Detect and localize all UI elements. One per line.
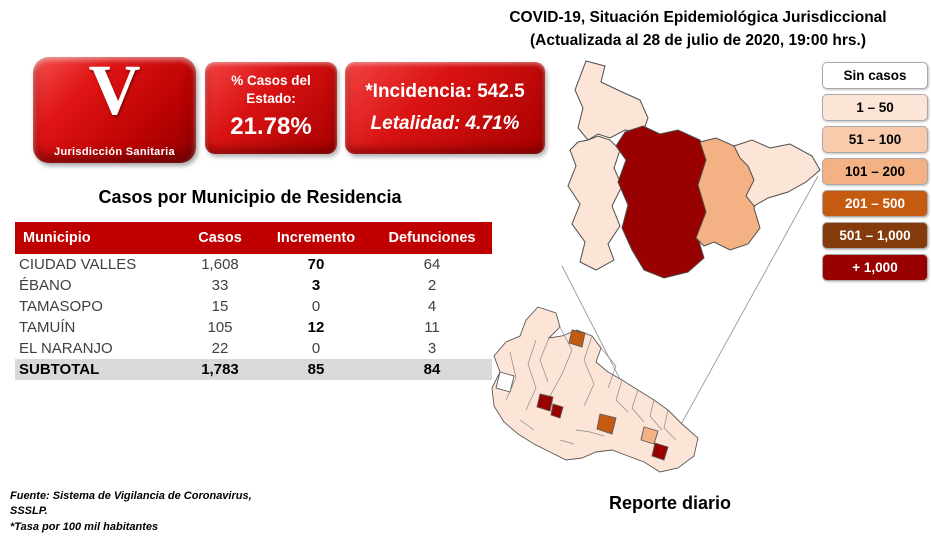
legend-item-101-200: 101 – 200 [822, 158, 928, 185]
header-defunciones: Defunciones [372, 222, 492, 254]
cell-incremento: 70 [307, 256, 325, 273]
cell-casos: 22 [211, 340, 229, 357]
casos-estado-label: % Casos del Estado: [231, 73, 311, 107]
cell-defunciones: 3 [427, 340, 437, 357]
cell-municipio: TAMUÍN [19, 319, 76, 336]
table-row: ÉBANO 33 3 2 [15, 275, 492, 296]
state-region-orange-east [596, 413, 617, 435]
cell-defunciones: 2 [427, 277, 437, 294]
state-municipality-borders [505, 326, 677, 445]
cell-incremento: 3 [311, 277, 321, 294]
table-title: Casos por Municipio de Residencia [98, 187, 402, 207]
casos-estado-box: % Casos del Estado: 21.78% [205, 62, 337, 154]
cell-municipio: CIUDAD VALLES [19, 256, 137, 273]
legend-item-plus-1000: + 1,000 [822, 254, 928, 281]
legend-item-501-1000: 501 – 1,000 [822, 222, 928, 249]
incidencia-letalidad-box: *Incidencia: 542.5 Letalidad: 4.71% [345, 62, 545, 154]
cell-casos: 105 [207, 319, 233, 336]
region-el-naranjo [574, 60, 649, 141]
cell-casos: 1,608 [201, 256, 239, 273]
header-incremento: Incremento [260, 222, 372, 254]
source-note-line3: *Tasa por 100 mil habitantes [10, 520, 159, 533]
cell-casos: 15 [211, 298, 229, 315]
map-legend: Sin casos 1 – 50 51 – 100 101 – 200 201 … [822, 62, 928, 281]
legend-item-sin-casos: Sin casos [822, 62, 928, 89]
cell-defunciones: 11 [424, 319, 440, 336]
state-region-orange-north [568, 329, 586, 348]
source-note-line1: Fuente: Sistema de Vigilancia de Coronav… [10, 490, 252, 502]
cell-casos: 33 [211, 277, 229, 294]
cell-incremento: 12 [307, 319, 325, 336]
table-header-row: Municipio Casos Incremento Defunciones [15, 222, 492, 254]
source-note-line2: SSSLP. [10, 505, 48, 518]
state-region-lightorange-east [640, 426, 659, 445]
table-row: CIUDAD VALLES 1,608 70 64 [15, 254, 492, 275]
state-overview-map [491, 306, 699, 473]
cell-subtotal-label: SUBTOTAL [15, 359, 180, 380]
cell-subtotal-casos: 1,783 [180, 359, 260, 380]
source-note: Fuente: Sistema de Vigilancia de Coronav… [10, 489, 252, 535]
letalidad-value: Letalidad: 4.71% [370, 113, 520, 135]
state-region-red-center [536, 393, 554, 412]
casos-estado-value: 21.78% [230, 113, 312, 141]
table-row: TAMUÍN 105 12 11 [15, 317, 492, 338]
legend-item-1-50: 1 – 50 [822, 94, 928, 121]
jurisdiction-logo: V Jurisdicción Sanitaria [33, 50, 196, 163]
report-title-line1: COVID-19, Situación Epidemiológica Juris… [509, 9, 887, 26]
cell-incremento: 0 [311, 298, 321, 315]
municipios-table: Municipio Casos Incremento Defunciones C… [15, 222, 492, 380]
state-region-white [495, 371, 515, 393]
logo-letter: V [88, 50, 141, 130]
table-row: EL NARANJO 22 0 3 [15, 338, 492, 359]
table-row: TAMASOPO 15 0 4 [15, 296, 492, 317]
table-subtotal-row: SUBTOTAL 1,783 85 84 [15, 359, 492, 380]
region-ebano [733, 139, 821, 207]
logo-label: Jurisdicción Sanitaria [54, 146, 175, 158]
header-casos: Casos [180, 222, 260, 254]
report-title: COVID-19, Situación Epidemiológica Juris… [468, 6, 928, 53]
cell-municipio: TAMASOPO [19, 298, 103, 315]
report-title-line2: (Actualizada al 28 de julio de 2020, 19:… [530, 32, 866, 50]
cell-municipio: EL NARANJO [19, 340, 113, 357]
region-ciudad-valles [615, 125, 709, 279]
cell-municipio: ÉBANO [19, 277, 72, 294]
cell-incremento: 0 [311, 340, 321, 357]
incidencia-value: *Incidencia: 542.5 [365, 80, 525, 102]
cell-subtotal-defunciones: 84 [372, 359, 492, 380]
jurisdiction-zoom-map [567, 60, 821, 279]
map-callout-line-right [667, 175, 819, 449]
reporte-diario-label: Reporte diario [608, 493, 732, 513]
cell-defunciones: 64 [423, 256, 441, 273]
header-municipio: Municipio [15, 222, 180, 254]
cell-defunciones: 4 [427, 298, 437, 315]
legend-item-201-500: 201 – 500 [822, 190, 928, 217]
state-region-red-center2 [550, 403, 564, 419]
region-tamasopo [567, 135, 623, 271]
state-region-red-east [651, 442, 669, 461]
legend-item-51-100: 51 – 100 [822, 126, 928, 153]
cell-subtotal-incremento: 85 [260, 359, 372, 380]
